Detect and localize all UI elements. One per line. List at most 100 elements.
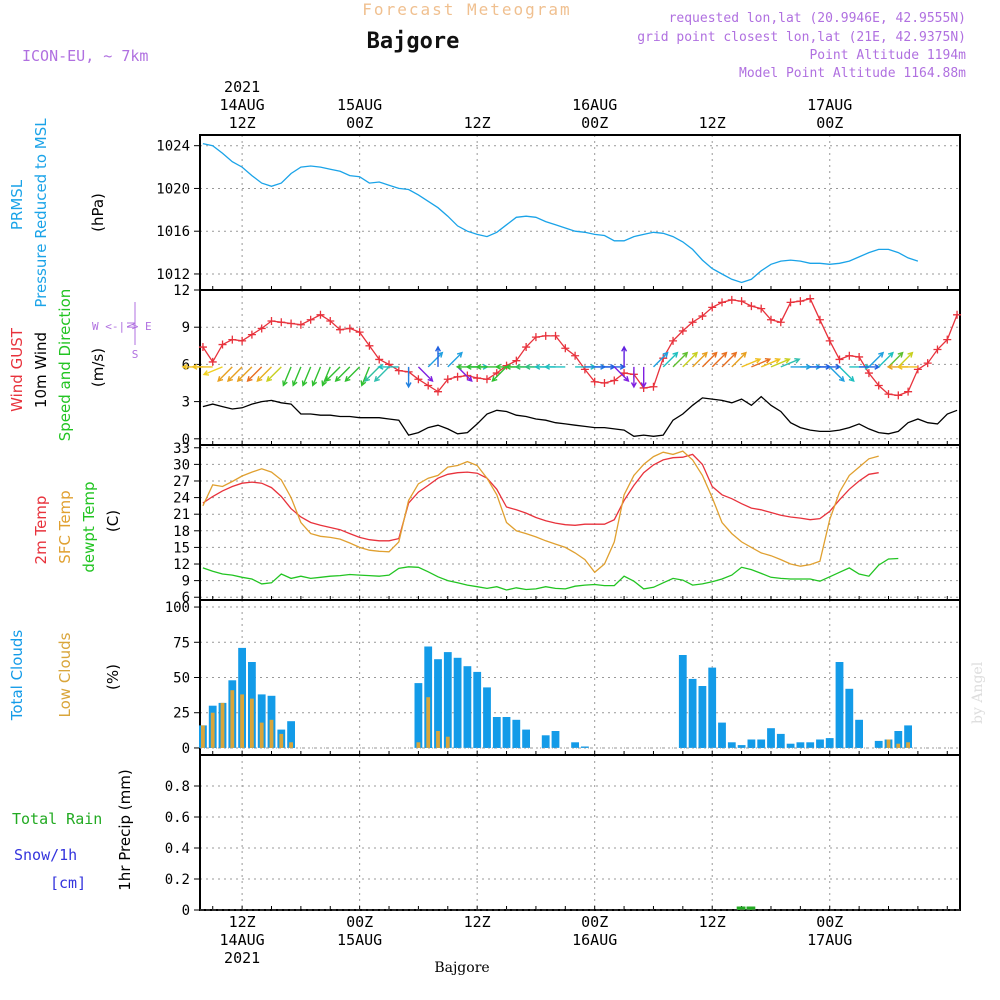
wind-arrow bbox=[324, 366, 341, 383]
cloud-bar-total bbox=[551, 731, 560, 748]
wind-arrow bbox=[217, 366, 233, 383]
gust-marker bbox=[238, 336, 247, 345]
cloud-bar-low bbox=[279, 733, 284, 748]
y-tick-label: 1024 bbox=[156, 139, 190, 155]
cloud-bar-low bbox=[436, 731, 440, 748]
gust-marker bbox=[424, 381, 433, 390]
wind-arrow bbox=[301, 366, 312, 387]
gust-marker bbox=[443, 375, 452, 384]
cloud-bar-total bbox=[512, 719, 521, 748]
y-tick-label: 18 bbox=[173, 524, 190, 540]
cloud-bar-low bbox=[230, 690, 235, 748]
series-wind-gust bbox=[202, 297, 958, 397]
y-tick-label: 6 bbox=[182, 590, 190, 606]
y-tick-label: 0 bbox=[182, 903, 190, 919]
gust-marker bbox=[257, 324, 266, 333]
gust-marker bbox=[835, 355, 844, 364]
time-label-top: 17AUG bbox=[807, 96, 852, 114]
wind-arrow bbox=[256, 366, 272, 383]
compass-n: N bbox=[125, 322, 138, 329]
compass-s: S bbox=[132, 348, 139, 361]
gust-marker bbox=[610, 376, 619, 385]
cloud-bar-total bbox=[855, 719, 863, 748]
wind-arrow bbox=[888, 351, 904, 368]
time-label-bottom: 16AUG bbox=[572, 931, 617, 949]
wind-arrow bbox=[878, 351, 894, 368]
cloud-bar-total bbox=[698, 686, 707, 748]
cloud-bar-total bbox=[904, 725, 912, 748]
cloud-bar-total bbox=[894, 731, 903, 748]
gust-marker bbox=[247, 330, 256, 339]
gust-marker bbox=[796, 297, 805, 306]
wind-arrow bbox=[405, 366, 412, 389]
temp-unit: (C) bbox=[104, 510, 122, 532]
gust-marker bbox=[766, 315, 775, 324]
cloud-bar-total bbox=[453, 657, 462, 748]
y-tick-label: 1020 bbox=[156, 181, 190, 197]
wind-arrow bbox=[236, 366, 253, 383]
gust-marker bbox=[512, 356, 521, 365]
y-tick-label: 1012 bbox=[156, 267, 190, 283]
cloud-bar-total bbox=[874, 740, 883, 748]
time-label-bottom: 00Z bbox=[346, 913, 373, 931]
gust-marker bbox=[198, 343, 207, 352]
gust-marker bbox=[953, 310, 962, 319]
gust-marker bbox=[482, 375, 491, 384]
gust-marker bbox=[345, 324, 354, 333]
wind-arrow bbox=[475, 363, 497, 370]
gust-marker bbox=[923, 359, 932, 368]
cloud-bar-total bbox=[718, 722, 726, 748]
panel-frame-pressure bbox=[199, 134, 961, 291]
pressure-unit: (hPa) bbox=[89, 193, 107, 232]
snow-label: Snow/1h bbox=[14, 846, 77, 864]
gust-marker bbox=[737, 297, 746, 306]
gust-marker bbox=[316, 310, 325, 319]
wind-arrow bbox=[896, 363, 918, 370]
gust-marker bbox=[904, 387, 913, 396]
time-label-bottom: 17AUG bbox=[807, 931, 852, 949]
gust-marker bbox=[933, 345, 942, 354]
gust-marker bbox=[306, 315, 315, 324]
gust-marker bbox=[757, 304, 766, 313]
time-label-top: 15AUG bbox=[337, 96, 382, 114]
clouds-unit: (%) bbox=[104, 664, 122, 690]
gust-marker bbox=[287, 319, 296, 328]
y-tick-label: 30 bbox=[173, 457, 190, 473]
wind-arrow bbox=[266, 366, 282, 383]
gust-marker bbox=[296, 320, 305, 329]
wind-arrow bbox=[751, 358, 772, 368]
wind-arrow bbox=[202, 366, 223, 376]
requested-coords: requested lon,lat (20.9946E, 42.9555N) bbox=[669, 11, 966, 26]
wind-arrow bbox=[780, 358, 801, 368]
time-label-bottom: 12Z bbox=[464, 913, 491, 931]
cloud-bar-total bbox=[473, 671, 482, 748]
snow-unit-label: [cm] bbox=[50, 874, 86, 892]
wind-unit: (m/s) bbox=[89, 348, 107, 387]
y-tick-label: 27 bbox=[173, 474, 190, 490]
y-tick-label: 0.6 bbox=[165, 810, 190, 826]
cloud-bar-total bbox=[806, 742, 815, 748]
wind-arrow bbox=[868, 351, 885, 368]
cloud-bar-total bbox=[757, 739, 766, 748]
gust-marker bbox=[355, 328, 364, 337]
cloud-bar-total bbox=[845, 688, 854, 748]
precip-axis-label: 1hr Precip (mm) bbox=[116, 769, 134, 890]
wind-arrow bbox=[692, 351, 708, 368]
pressure-label: PRMSL bbox=[8, 179, 26, 230]
temp-label: 2m Temp bbox=[32, 496, 50, 565]
time-label-bottom: 00Z bbox=[581, 913, 608, 931]
cloud-bar-total bbox=[443, 652, 452, 748]
y-tick-label: 12 bbox=[173, 557, 190, 573]
gust-marker bbox=[473, 374, 482, 383]
series-10m-wind bbox=[202, 395, 958, 437]
gust-marker bbox=[531, 333, 540, 342]
wind-arrow bbox=[491, 366, 507, 383]
wind-arrow bbox=[246, 366, 263, 383]
wind-arrow bbox=[334, 366, 351, 383]
cloud-bar-total bbox=[257, 694, 266, 748]
time-label-top: 12Z bbox=[464, 114, 491, 132]
gust-marker bbox=[727, 295, 736, 304]
gust-marker bbox=[776, 318, 785, 327]
pressure-sub-label: Pressure Reduced to MSL bbox=[32, 118, 50, 308]
time-label-bottom: 12Z bbox=[229, 913, 256, 931]
